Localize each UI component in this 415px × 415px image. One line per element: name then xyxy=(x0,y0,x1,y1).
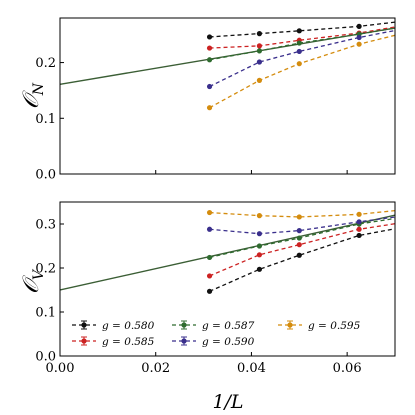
data-point xyxy=(356,41,362,47)
data-point xyxy=(356,232,362,239)
data-point xyxy=(296,242,302,248)
data-point xyxy=(356,34,362,41)
legend: g = 0.580 g = 0.587 g = 0.595 g = 0.585 g = … xyxy=(72,320,361,348)
data-point xyxy=(206,45,213,51)
series-line-0 xyxy=(209,21,395,38)
series-line-2 xyxy=(209,217,395,259)
legend-label: g = 0.587 xyxy=(202,320,255,332)
y-tick-label: 0.1 xyxy=(35,112,56,127)
series-line-0 xyxy=(209,228,395,292)
data-point xyxy=(296,252,302,258)
data-point xyxy=(296,214,302,220)
y-axis-label: 𝒪V xyxy=(19,268,47,294)
series-line-3 xyxy=(209,29,395,88)
data-point xyxy=(399,23,404,28)
data-point xyxy=(399,213,404,218)
data-point xyxy=(356,226,362,232)
legend-entry: g = 0.580 xyxy=(72,320,155,332)
data-point xyxy=(256,30,263,37)
data-point xyxy=(206,105,213,111)
data-point xyxy=(296,48,302,55)
data-point xyxy=(399,19,404,24)
data-point xyxy=(399,31,404,36)
y-tick-label: 0.1 xyxy=(35,306,56,321)
data-point xyxy=(206,57,213,63)
data-point xyxy=(256,213,263,219)
y-axis-label: 𝒪N xyxy=(19,82,47,109)
legend-entry: g = 0.587 xyxy=(172,320,255,332)
y-tick-label: 0.0 xyxy=(35,350,56,365)
data-point xyxy=(399,220,404,225)
data-point xyxy=(399,27,404,32)
legend-label: g = 0.585 xyxy=(102,336,155,348)
data-point xyxy=(206,83,213,90)
data-point xyxy=(206,226,213,232)
legend-label: g = 0.580 xyxy=(102,320,155,332)
data-point xyxy=(296,228,302,234)
data-point xyxy=(296,28,302,34)
y-tick-label: 0.2 xyxy=(35,56,56,71)
data-point xyxy=(399,225,404,230)
series-line-4 xyxy=(209,209,395,218)
data-point xyxy=(256,231,263,237)
data-point xyxy=(356,211,362,217)
data-point xyxy=(399,215,404,220)
data-point xyxy=(296,235,302,241)
data-point xyxy=(356,23,362,29)
legend-entry: g = 0.585 xyxy=(72,336,155,348)
data-point xyxy=(256,59,263,65)
data-point xyxy=(356,219,362,225)
fit-line xyxy=(60,27,395,85)
data-point xyxy=(399,207,404,212)
data-point xyxy=(206,288,213,294)
data-point xyxy=(206,209,213,216)
x-tick-label: 0.00 xyxy=(46,361,75,376)
series-line-1 xyxy=(209,223,395,277)
y-tick-label: 0.2 xyxy=(35,262,56,277)
legend-entry: g = 0.595 xyxy=(278,320,361,332)
series-line-4 xyxy=(209,34,395,109)
data-point xyxy=(296,61,302,67)
y-tick-label: 0.3 xyxy=(35,218,56,233)
data-point xyxy=(256,266,263,272)
series-line-1 xyxy=(209,26,395,49)
x-tick-label: 0.04 xyxy=(237,361,266,376)
data-point xyxy=(206,273,213,279)
legend-entry: g = 0.590 xyxy=(172,336,255,348)
x-tick-label: 0.06 xyxy=(333,361,362,376)
legend-label: g = 0.590 xyxy=(202,336,255,348)
x-axis-label: 1/L xyxy=(212,391,243,413)
data-point xyxy=(256,43,263,49)
legend-label: g = 0.595 xyxy=(308,320,361,332)
data-point xyxy=(256,252,263,258)
data-point xyxy=(206,254,213,261)
fit-line xyxy=(60,214,395,291)
data-point xyxy=(296,40,302,46)
plot-frame xyxy=(59,201,396,357)
data-point xyxy=(206,34,213,40)
y-tick-label: 0.0 xyxy=(35,168,56,183)
data-point xyxy=(256,77,263,83)
data-point xyxy=(399,24,404,29)
data-point xyxy=(256,48,263,54)
panel-top-chart: 0.0 0.1 0.2 𝒪N xyxy=(19,17,404,183)
series-line-3 xyxy=(209,216,395,235)
plot-frame xyxy=(59,17,396,175)
data-point xyxy=(256,243,263,249)
x-tick-label: 0.02 xyxy=(141,361,170,376)
